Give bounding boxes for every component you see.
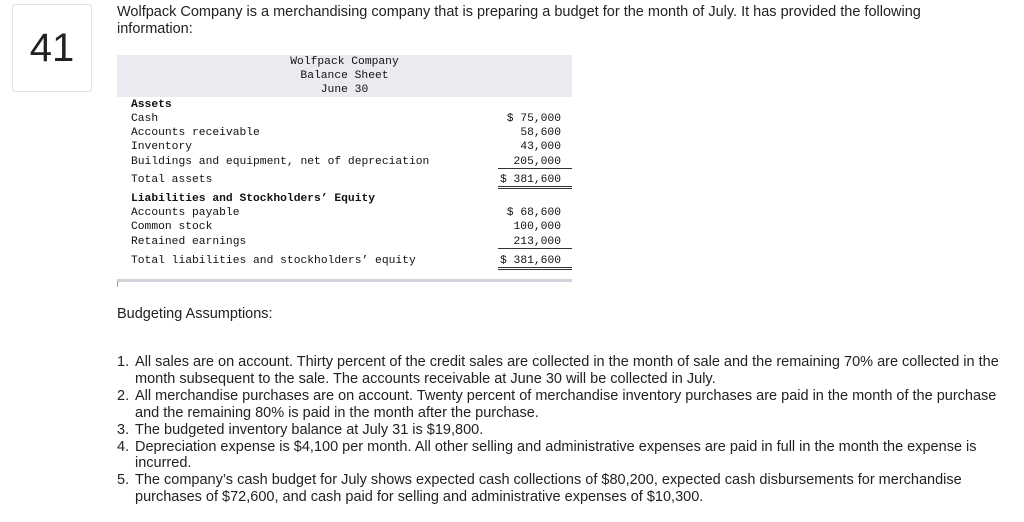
accounts-receivable-label: Accounts receivable	[131, 127, 260, 139]
question-number: 41	[12, 4, 92, 92]
balance-sheet: Wolfpack Company Balance Sheet June 30 A…	[117, 55, 572, 287]
buildings-amount: 205,000	[513, 156, 561, 168]
common-stock-label: Common stock	[131, 221, 213, 233]
total-assets-row: Total assets $ 381,600	[131, 173, 571, 187]
accounts-receivable-row: Accounts receivable 58,600	[131, 126, 571, 140]
balance-sheet-header: Wolfpack Company Balance Sheet June 30	[117, 55, 572, 97]
intro-text: Wolfpack Company is a merchandising comp…	[117, 4, 921, 37]
accounts-payable-label: Accounts payable	[131, 207, 240, 219]
retained-earnings-amount: 213,000	[513, 236, 561, 248]
cash-row: Cash $ 75,000	[131, 112, 571, 126]
total-rule-liabilities-2	[498, 269, 572, 270]
total-liabilities-amount: $ 381,600	[499, 255, 561, 267]
assumptions-list: 1. All sales are on account. Thirty perce…	[117, 354, 1007, 506]
subtotal-rule-liabilities	[498, 248, 572, 249]
total-rule-assets-2	[498, 188, 572, 189]
common-stock-amount: 100,000	[513, 221, 561, 233]
total-assets-label: Total assets	[131, 174, 213, 186]
statement-title: Balance Sheet	[300, 70, 389, 82]
assumption-item: 5. The company’s cash budget for July sho…	[117, 472, 962, 506]
cash-label: Cash	[131, 113, 159, 125]
total-rule-assets-1	[498, 186, 572, 187]
buildings-row: Buildings and equipment, net of deprecia…	[131, 155, 571, 169]
accounts-receivable-amount: 58,600	[520, 127, 561, 139]
retained-earnings-label: Retained earnings	[131, 236, 247, 248]
total-rule-liabilities-1	[498, 267, 572, 268]
assets-heading-row: Assets	[131, 98, 571, 112]
assumptions-title: Budgeting Assumptions:	[117, 306, 273, 322]
common-stock-row: Common stock 100,000	[131, 220, 571, 234]
table-corner-mark	[117, 281, 118, 287]
inventory-row: Inventory 43,000	[131, 140, 571, 154]
statement-date: June 30	[320, 84, 369, 96]
retained-earnings-row: Retained earnings 213,000	[131, 235, 571, 249]
assumption-item: 1. All sales are on account. Thirty perce…	[117, 354, 999, 387]
inventory-label: Inventory	[131, 141, 193, 153]
assumption-item: 3. The budgeted inventory balance at July…	[117, 421, 484, 438]
accounts-payable-amount: $ 68,600	[506, 207, 561, 219]
total-liabilities-label: Total liabilities and stockholders’ equi…	[131, 255, 416, 267]
assumption-item: 4. Depreciation expense is $4,100 per mon…	[117, 438, 977, 472]
inventory-amount: 43,000	[520, 141, 561, 153]
accounts-payable-row: Accounts payable $ 68,600	[131, 206, 571, 220]
liabilities-heading: Liabilities and Stockholders’ Equity	[131, 193, 376, 205]
assets-heading: Assets	[131, 99, 172, 111]
buildings-label: Buildings and equipment, net of deprecia…	[131, 156, 430, 168]
total-assets-amount: $ 381,600	[499, 174, 561, 186]
table-bottom-border	[117, 279, 572, 282]
liabilities-heading-row: Liabilities and Stockholders’ Equity	[131, 192, 571, 206]
cash-amount: $ 75,000	[506, 113, 561, 125]
subtotal-rule-assets	[498, 168, 572, 169]
total-liabilities-row: Total liabilities and stockholders’ equi…	[131, 254, 571, 268]
company-name: Wolfpack Company	[290, 56, 399, 68]
assumption-item: 2. All merchandise purchases are on accou…	[117, 387, 997, 421]
